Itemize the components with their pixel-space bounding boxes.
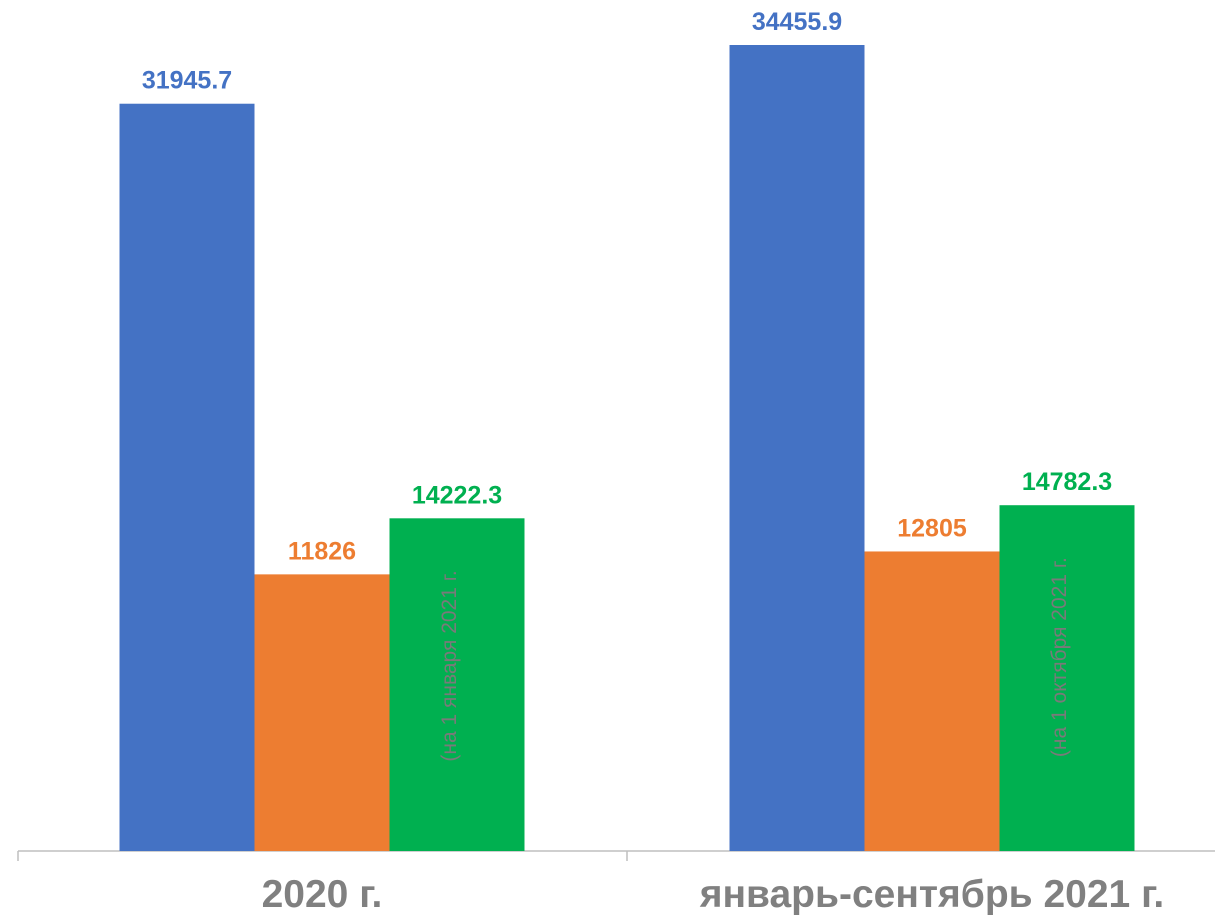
bar-series-2-cat-2 — [864, 551, 1000, 851]
bar-note-cat-2: (на 1 октября 2021 г. — [1048, 557, 1071, 757]
data-label-series-1-cat-2: 34455.9 — [752, 8, 842, 36]
bar-note-cat-1: (на 1 января 2021 г. — [438, 570, 461, 761]
bar-series-3-cat-1 — [389, 518, 525, 851]
bar-series-2-cat-1 — [254, 574, 390, 851]
data-label-series-3-cat-1: 14222.3 — [412, 481, 502, 509]
data-label-series-1-cat-1: 31945.7 — [142, 67, 232, 95]
category-label-2: январь-сентябрь 2021 г. — [699, 873, 1165, 916]
bar-series-1-cat-2 — [729, 45, 865, 851]
category-label-1: 2020 г. — [262, 873, 383, 916]
axis-layer — [17, 850, 1215, 861]
data-label-series-2-cat-2: 12805 — [897, 514, 967, 542]
bars-layer — [119, 45, 1135, 851]
bar-series-3-cat-2 — [999, 505, 1135, 851]
data-label-series-2-cat-1: 11826 — [288, 537, 356, 565]
labels-layer: 31945.7 11826 14222.3 (на 1 января 2021 г. 2… — [142, 8, 1164, 916]
data-label-series-3-cat-2: 14782.3 — [1022, 468, 1112, 496]
bar-series-1-cat-1 — [119, 103, 255, 851]
